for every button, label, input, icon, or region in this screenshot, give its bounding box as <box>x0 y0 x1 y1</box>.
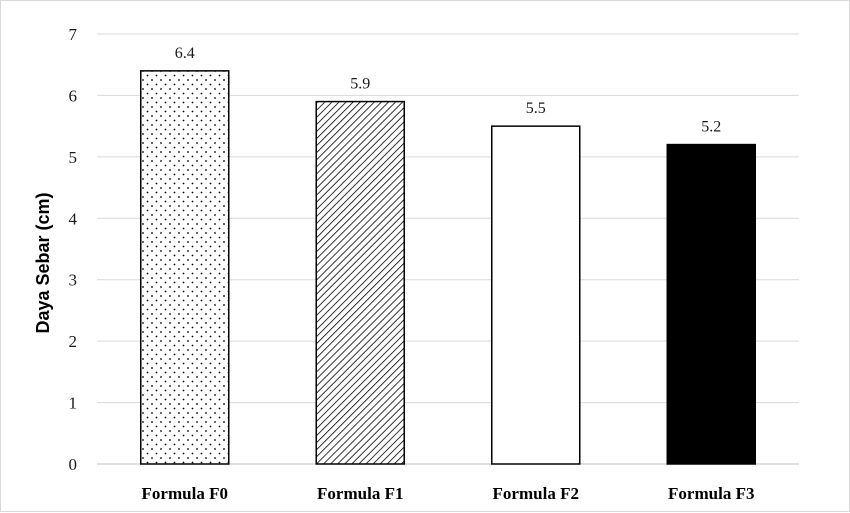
x-category-label: Formula F1 <box>317 484 403 503</box>
y-tick-label: 5 <box>69 148 78 167</box>
data-label: 5.2 <box>701 119 721 136</box>
y-tick-label: 3 <box>69 271 78 290</box>
data-label: 5.9 <box>350 76 370 93</box>
y-tick-label: 6 <box>69 86 78 105</box>
x-category-label: Formula F0 <box>142 484 228 503</box>
y-tick-label: 2 <box>69 332 78 351</box>
bar-formula-f0 <box>140 70 230 465</box>
x-category-label: Formula F3 <box>668 484 754 503</box>
y-tick-label: 7 <box>69 25 78 44</box>
bar-formula-f3 <box>666 143 756 465</box>
data-label: 6.4 <box>175 45 195 62</box>
y-tick-label: 0 <box>69 455 78 474</box>
data-label: 5.5 <box>526 100 546 117</box>
x-category-label: Formula F2 <box>493 484 579 503</box>
y-tick-label: 4 <box>69 209 78 228</box>
bar-formula-f1 <box>315 100 405 465</box>
bar-formula-f2 <box>491 125 581 465</box>
y-tick-label: 1 <box>69 394 78 413</box>
y-axis-label: Daya Sebar (cm) <box>33 192 53 333</box>
bars <box>140 70 756 465</box>
labels: 0 1 2 3 4 5 6 7 6.4 Formula F0 5.9 Formula F1 5.5 For… <box>69 25 755 503</box>
